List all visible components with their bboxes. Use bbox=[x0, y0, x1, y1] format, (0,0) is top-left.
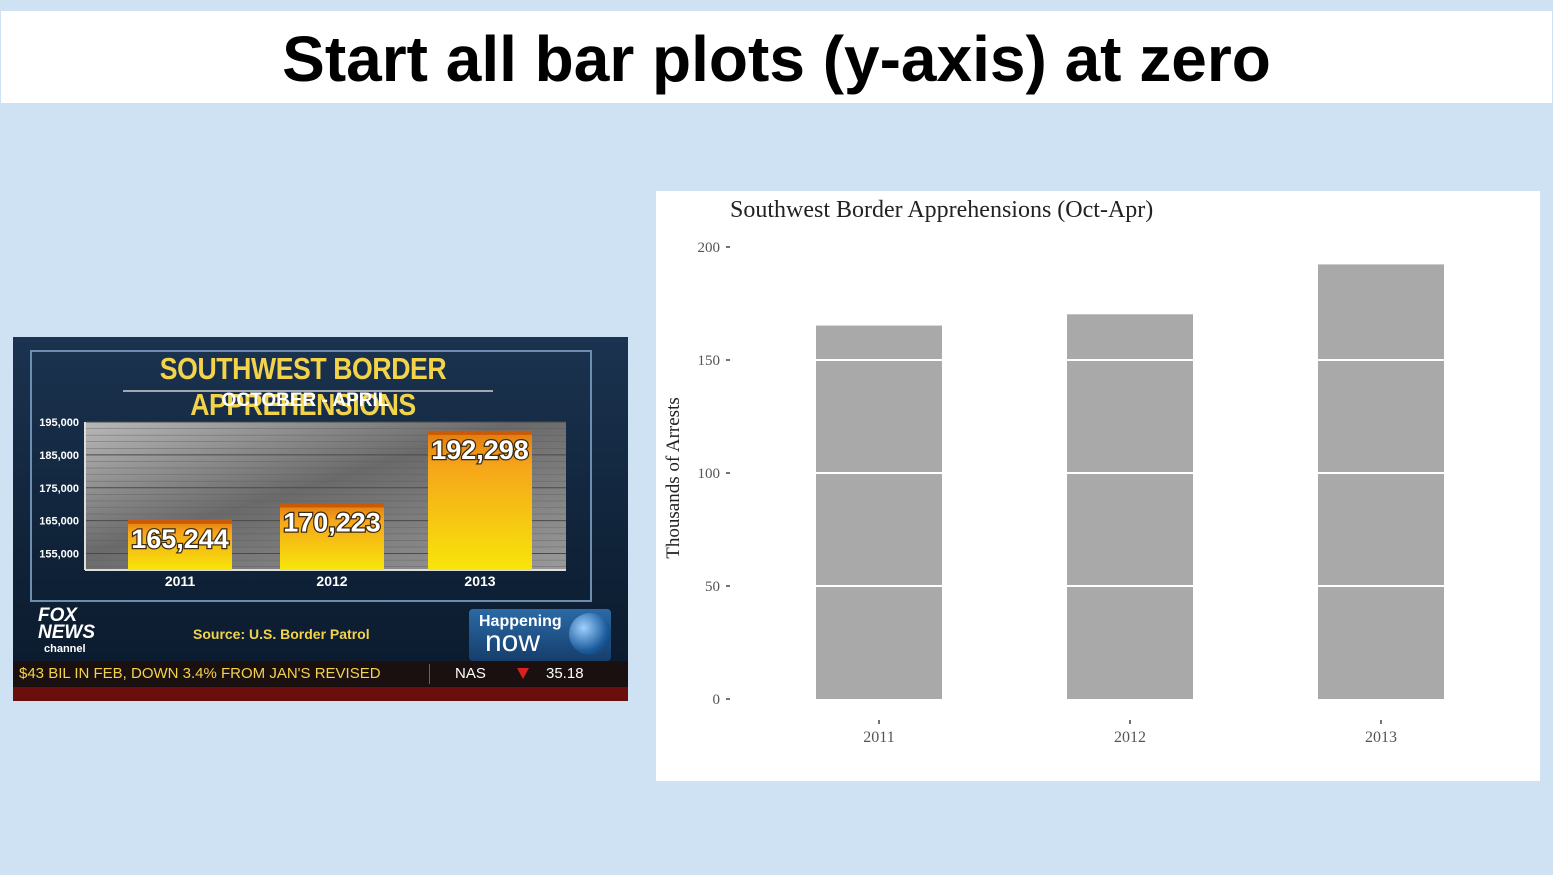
title-bar bbox=[1, 11, 1552, 103]
happening-label: Happening bbox=[479, 613, 562, 630]
ticker-divider bbox=[429, 664, 430, 684]
ggplot-y-tick-label: 50 bbox=[705, 579, 720, 595]
ggplot-x-tick-label: 2011 bbox=[863, 729, 894, 746]
ggplot-x-tick-label: 2013 bbox=[1365, 729, 1397, 746]
logo-line-1: FOX bbox=[38, 605, 78, 626]
happening-now-badge: Happening now bbox=[469, 609, 611, 661]
ggplot-y-tick-label: 200 bbox=[698, 240, 721, 256]
slide-title: Start all bar plots (y-axis) at zero bbox=[282, 23, 1271, 95]
fox-y-tick-label: 175,000 bbox=[39, 483, 79, 495]
fox-news-screenshot: 155,000 165,000 175,000 185,000 195,000 165,2… bbox=[13, 337, 628, 701]
ggplot-y-axis-label: Thousands of Arrests bbox=[663, 397, 684, 559]
fox-bar-value-label: 165,244 bbox=[131, 524, 229, 554]
fox-bar-cap bbox=[128, 519, 232, 524]
ticker-value: 35.18 bbox=[546, 665, 584, 682]
fox-y-tick-label: 195,000 bbox=[39, 417, 79, 429]
fox-bar-cap bbox=[280, 503, 384, 508]
down-arrow-icon bbox=[517, 668, 529, 679]
ggplot-chart: 0 50 100 150 200 2011 2012 2013 Southwest Borde… bbox=[656, 191, 1540, 781]
fox-chart-source: Source: U.S. Border Patrol bbox=[193, 626, 370, 642]
fox-x-tick-label: 2013 bbox=[464, 573, 495, 589]
ggplot-chart-svg: 0 50 100 150 200 2011 2012 2013 bbox=[698, 240, 1444, 746]
fox-y-tick-label: 165,000 bbox=[39, 516, 79, 528]
news-ticker: $43 BIL IN FEB, DOWN 3.4% FROM JAN'S REV… bbox=[13, 661, 628, 687]
ggplot-chart-title: Southwest Border Apprehensions (Oct-Apr) bbox=[730, 197, 1154, 223]
fox-y-tick-label: 155,000 bbox=[39, 549, 79, 561]
fox-chart-svg: 155,000 165,000 175,000 185,000 195,000 165,2… bbox=[30, 350, 592, 602]
now-label: now bbox=[485, 625, 541, 658]
top-strip bbox=[0, 0, 1553, 11]
ggplot-bar bbox=[816, 325, 942, 699]
fox-x-tick-label: 2012 bbox=[316, 573, 347, 589]
fox-bar bbox=[128, 519, 232, 570]
fox-bar-cap bbox=[428, 430, 532, 435]
ggplot-bar bbox=[1318, 264, 1444, 699]
fox-y-tick-label: 185,000 bbox=[39, 450, 79, 462]
globe-icon bbox=[569, 613, 611, 655]
fox-x-tick-label: 2011 bbox=[165, 573, 196, 589]
ggplot-bar bbox=[1067, 314, 1193, 699]
ticker-symbol: NAS bbox=[455, 665, 486, 682]
fox-chart-subtitle: OCTOBER - APRIL bbox=[221, 390, 390, 411]
fox-bar bbox=[280, 503, 384, 570]
fox-news-logo: FOX NEWS channel bbox=[38, 605, 100, 657]
fox-bar bbox=[428, 430, 532, 570]
fox-chart-frame bbox=[30, 350, 592, 602]
ticker-bottom-bar bbox=[13, 687, 628, 701]
fox-bar-value-label: 170,223 bbox=[283, 507, 381, 537]
fox-bar-value-label: 192,298 bbox=[431, 435, 529, 465]
ggplot-y-tick-label: 100 bbox=[698, 466, 721, 482]
logo-line-2: NEWS bbox=[38, 622, 95, 643]
ggplot-y-tick-label: 150 bbox=[698, 353, 721, 369]
ticker-text: $43 BIL IN FEB, DOWN 3.4% FROM JAN'S REV… bbox=[19, 665, 381, 682]
fox-chart-title: SOUTHWEST BORDER APPREHENSIONS bbox=[159, 351, 447, 422]
ggplot-y-tick-label: 0 bbox=[713, 692, 721, 708]
ggplot-x-tick-label: 2012 bbox=[1114, 729, 1146, 746]
logo-line-3: channel bbox=[44, 643, 86, 655]
